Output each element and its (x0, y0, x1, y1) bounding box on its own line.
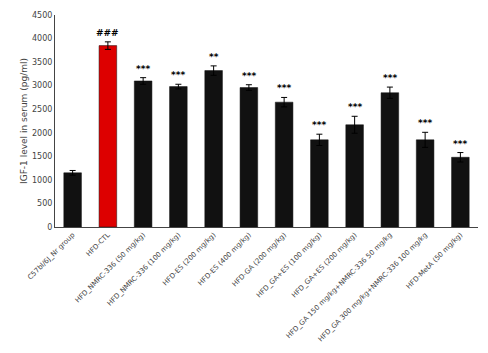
svg-text:HFD_GA+ES (200 mg/kg): HFD_GA+ES (200 mg/kg) (290, 231, 358, 299)
svg-text:3000: 3000 (32, 81, 52, 90)
svg-text:***: *** (277, 83, 291, 93)
svg-text:HFD_GA 300 mg/kg+NMRC-336 100: HFD_GA 300 mg/kg+NMRC-336 100 mg/kg (317, 231, 429, 343)
svg-text:***: *** (453, 139, 467, 149)
svg-text:4500: 4500 (32, 11, 52, 20)
svg-text:***: *** (136, 64, 150, 74)
svg-text:IGF-1 level in serum (pg/ml): IGF-1 level in serum (pg/ml) (19, 58, 29, 184)
svg-text:500: 500 (37, 199, 52, 208)
svg-text:***: *** (418, 118, 432, 128)
svg-text:###: ### (96, 28, 119, 38)
svg-text:***: *** (242, 71, 256, 81)
svg-text:HFD-CTL: HFD-CTL (85, 231, 112, 258)
svg-text:C57bl/6J_Nr group: C57bl/6J_Nr group (26, 231, 77, 282)
svg-text:***: *** (312, 120, 326, 130)
svg-text:***: *** (348, 102, 362, 112)
svg-text:4000: 4000 (32, 34, 52, 43)
svg-text:0: 0 (47, 223, 52, 232)
svg-text:2000: 2000 (32, 129, 52, 138)
svg-text:3500: 3500 (32, 58, 52, 67)
svg-text:HFD-GA (200 mg/kg): HFD-GA (200 mg/kg) (231, 231, 289, 289)
svg-text:HFD_GA+ES (100 mg/kg): HFD_GA+ES (100 mg/kg) (255, 231, 323, 299)
svg-text:HFD-MetA (50 mg/kg): HFD-MetA (50 mg/kg) (405, 231, 465, 291)
svg-text:***: *** (171, 70, 185, 80)
svg-text:1000: 1000 (32, 176, 52, 185)
svg-text:2500: 2500 (32, 105, 52, 114)
svg-text:HFD_NMRC-336 (50 mg/kg): HFD_NMRC-336 (50 mg/kg) (74, 231, 148, 305)
svg-text:HFD-ES (400 mg/kg): HFD-ES (400 mg/kg) (197, 231, 253, 287)
svg-text:HFD-ES (200 mg/kg): HFD-ES (200 mg/kg) (161, 231, 217, 287)
svg-text:HFD_GA 150 mg/kg+NMRC-336 50 m: HFD_GA 150 mg/kg+NMRC-336 50 mg/kg (285, 231, 394, 340)
svg-text:**: ** (209, 52, 219, 62)
svg-text:HFD_NMRC-336 (100 mg/kg): HFD_NMRC-336 (100 mg/kg) (106, 231, 183, 308)
svg-text:1500: 1500 (32, 152, 52, 161)
svg-text:***: *** (383, 73, 397, 83)
